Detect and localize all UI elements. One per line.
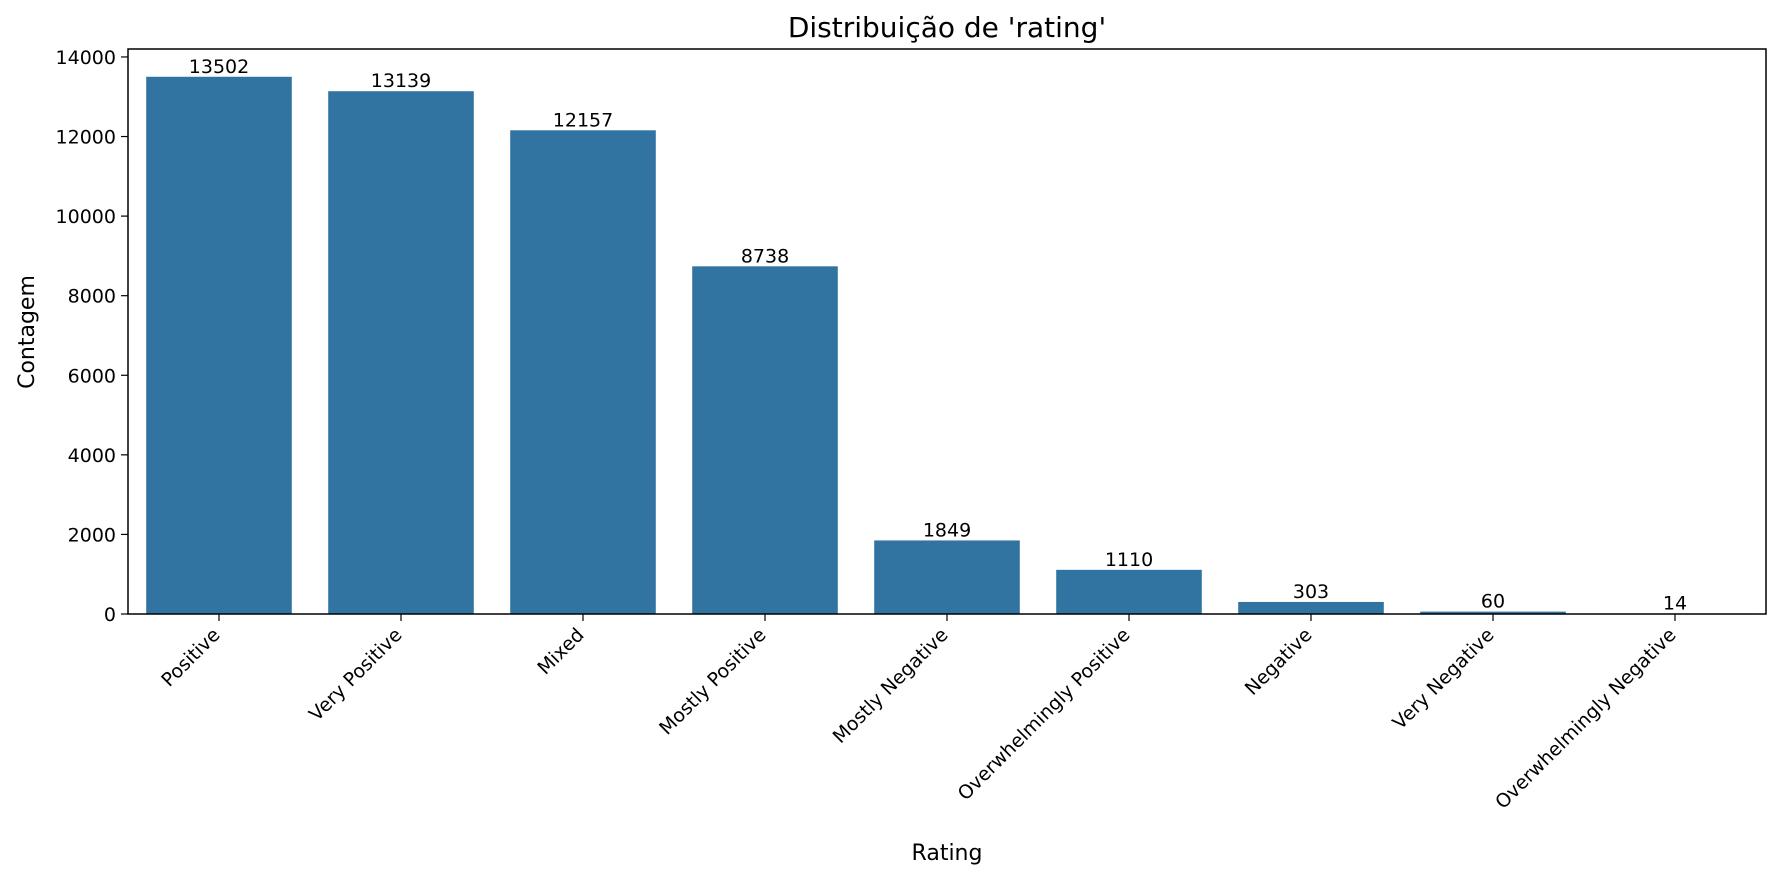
y-tick-label: 4000 xyxy=(68,445,116,467)
data-label: 12157 xyxy=(553,109,613,131)
y-axis-label: Contagem xyxy=(15,275,40,389)
y-tick-label: 12000 xyxy=(56,127,116,149)
bar-negative xyxy=(1238,601,1384,614)
bar-mostly-positive xyxy=(692,266,838,614)
plot-frame xyxy=(127,48,1767,615)
bar-mixed xyxy=(510,130,656,614)
chart-title: Distribuição de 'rating' xyxy=(788,11,1106,44)
data-label: 8738 xyxy=(741,245,789,267)
y-tick-label: 0 xyxy=(104,604,116,626)
bar-very-negative xyxy=(1420,611,1566,614)
data-label: 13139 xyxy=(371,70,431,92)
bars-group xyxy=(146,76,1748,615)
y-tick-label: 14000 xyxy=(56,47,116,69)
data-labels-group: 13502 13139 12157 8738 1849 1110 303 60 14 xyxy=(189,56,1687,615)
x-tick-label: Overwhelmingly Negative xyxy=(1491,624,1680,813)
x-tick-label: Very Negative xyxy=(1389,624,1499,734)
bar-overwhelmingly-positive xyxy=(1056,569,1202,614)
x-tick-label: Mixed xyxy=(533,624,588,679)
data-label: 1110 xyxy=(1105,549,1153,571)
x-tick-label: Mostly Positive xyxy=(655,624,770,739)
data-label: 60 xyxy=(1481,591,1505,613)
x-tick-label: Negative xyxy=(1241,624,1317,700)
y-tick-label: 8000 xyxy=(68,286,116,308)
bar-positive xyxy=(146,76,292,615)
bar-mostly-negative xyxy=(874,540,1020,614)
x-tick-label: Mostly Negative xyxy=(829,624,953,748)
y-tick-label: 2000 xyxy=(68,524,116,546)
y-axis: 0 2000 4000 6000 8000 10000 12000 14000 xyxy=(56,47,128,626)
x-axis-label: Rating xyxy=(912,841,983,866)
data-label: 14 xyxy=(1663,592,1687,614)
bar-very-positive xyxy=(328,91,474,615)
x-tick-label: Very Positive xyxy=(305,624,407,726)
x-tick-label: Positive xyxy=(157,624,224,691)
y-tick-label: 10000 xyxy=(56,206,116,228)
data-label: 13502 xyxy=(189,56,249,78)
y-tick-label: 6000 xyxy=(68,365,116,387)
x-tick-label: Overwhelmingly Positive xyxy=(954,624,1135,805)
data-label: 1849 xyxy=(923,519,971,541)
data-label: 303 xyxy=(1293,581,1329,603)
x-axis: Positive Very Positive Mixed Mostly Positiv… xyxy=(157,614,1681,813)
